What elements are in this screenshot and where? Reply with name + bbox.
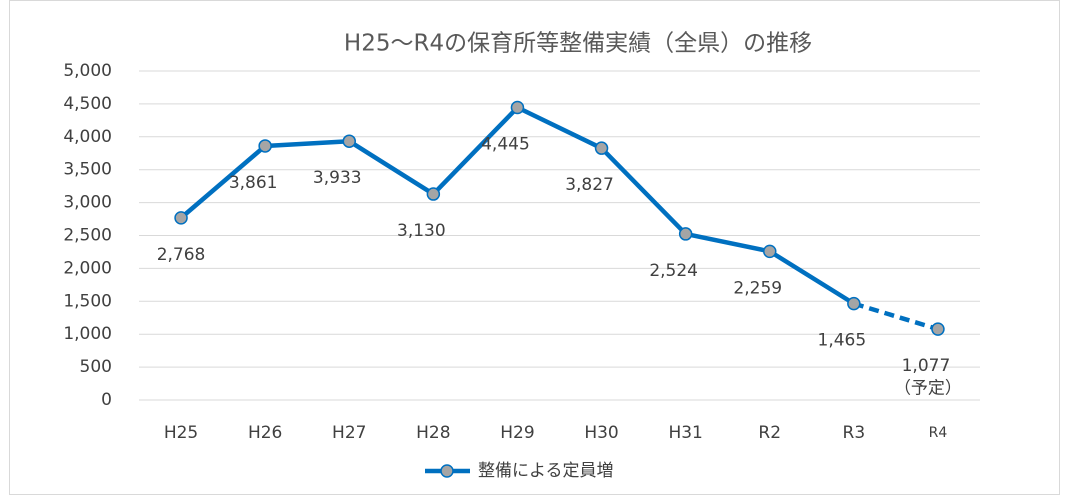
point (342, 134, 356, 148)
x-tick-label: H27 (332, 423, 366, 443)
data-label: 3,933 (313, 168, 362, 188)
x-tick-label: H31 (668, 423, 702, 443)
y-tick-label: 2,000 (63, 258, 112, 278)
y-tick-label: 5,000 (63, 61, 112, 81)
y-tick-label: 1,000 (63, 324, 112, 344)
chart-border (9, 0, 1060, 495)
point (174, 211, 188, 225)
data-label: 3,827 (565, 175, 614, 195)
y-tick-label: 3,000 (63, 193, 112, 213)
data-label: 4,445 (481, 135, 530, 155)
series-line-dashed (853, 301, 939, 332)
x-tick-label: H25 (164, 423, 198, 443)
data-label: 2,524 (649, 261, 698, 281)
x-tick-label: H26 (248, 423, 282, 443)
data-label: 2,768 (157, 245, 206, 265)
legend-label: 整備による定員増 (478, 461, 614, 481)
data-label: 1,465 (818, 331, 867, 351)
point (426, 187, 441, 201)
annotation: （予定） (894, 379, 962, 399)
legend-marker (440, 464, 454, 478)
x-tick-label: H28 (416, 423, 450, 443)
x-tick-label: R4 (929, 425, 948, 441)
y-tick-label: 2,500 (63, 226, 112, 246)
point (847, 296, 861, 311)
point (678, 227, 693, 241)
point (594, 141, 609, 155)
data-label: 2,259 (733, 278, 782, 298)
x-tick-label: H30 (584, 423, 618, 443)
data-label: 3,130 (397, 221, 446, 241)
y-tick-label: 1,500 (63, 291, 112, 311)
y-tick-label: 0 (101, 390, 112, 410)
point (258, 139, 272, 153)
point (763, 244, 777, 259)
x-tick-label: H29 (500, 423, 534, 443)
x-tick-label: R3 (843, 423, 866, 443)
y-tick-label: 3,500 (63, 160, 112, 180)
chart-title: H25〜R4の保育所等整備実績（全県）の推移 (344, 31, 812, 57)
y-tick-label: 4,500 (63, 94, 112, 114)
y-tick-label: 500 (80, 357, 112, 377)
point (510, 100, 525, 115)
point (931, 322, 945, 336)
x-tick-label: R2 (758, 423, 781, 443)
data-label: 3,861 (229, 173, 278, 193)
data-label: 1,077 (902, 356, 951, 376)
y-tick-label: 4,000 (63, 127, 112, 147)
